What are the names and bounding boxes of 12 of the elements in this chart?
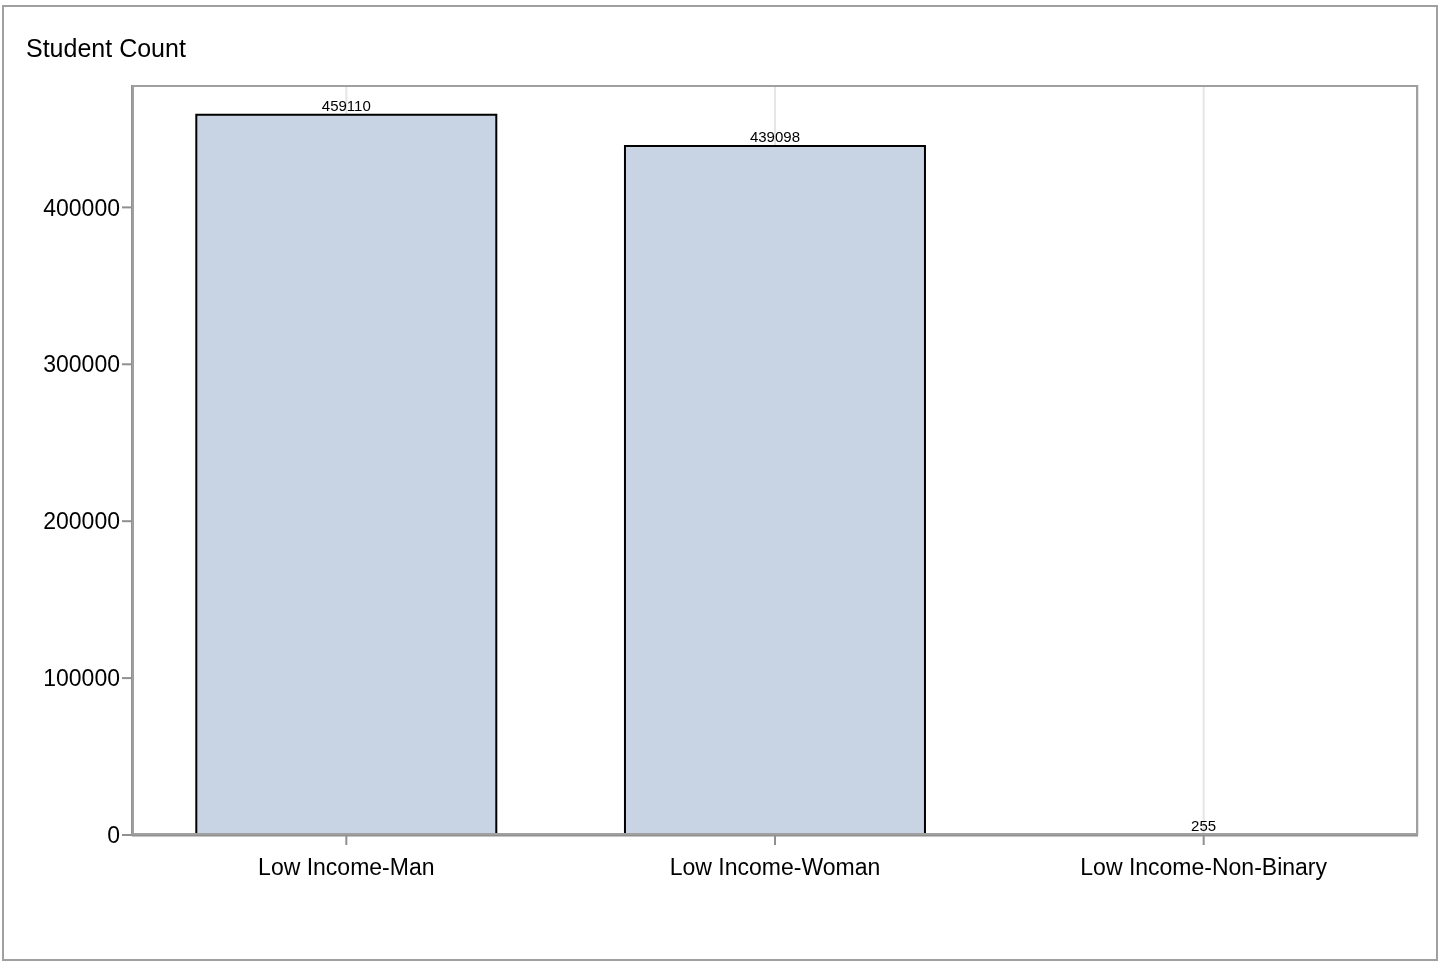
x-tick-label: Low Income-Non-Binary bbox=[1080, 854, 1328, 881]
data-label: 255 bbox=[1191, 816, 1217, 834]
data-label: 459110 bbox=[321, 96, 371, 114]
y-tick-label: 300000 bbox=[43, 351, 120, 378]
x-tick-label: Low Income-Man bbox=[258, 854, 435, 881]
y-tick-label: 100000 bbox=[43, 665, 120, 692]
y-tick-label: 0 bbox=[107, 822, 120, 849]
x-tick-label: Low Income-Woman bbox=[669, 854, 881, 881]
y-tick-label: 400000 bbox=[43, 194, 120, 221]
y-tick-label: 200000 bbox=[43, 508, 120, 535]
data-label: 439098 bbox=[749, 128, 800, 146]
y-axis-title: Student Count bbox=[26, 34, 186, 63]
